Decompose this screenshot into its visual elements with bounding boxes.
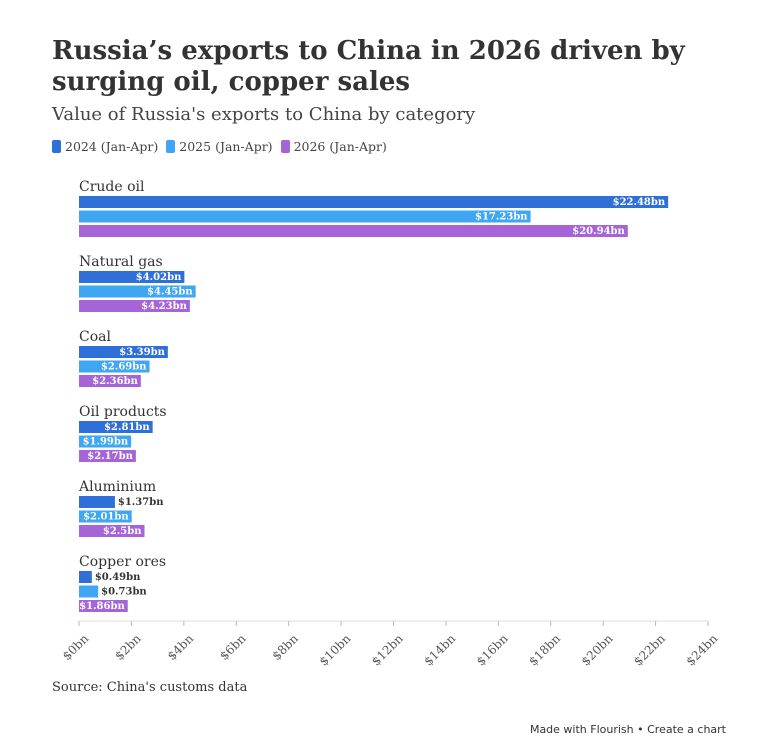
- bar: [79, 271, 185, 283]
- bar: [79, 375, 141, 387]
- x-tick-label: $4bn: [165, 631, 197, 663]
- x-tick-label: $6bn: [217, 631, 249, 663]
- source: Source: China's customs data: [52, 680, 248, 695]
- value-label: $2.69bn: [101, 362, 147, 373]
- value-label: $4.45bn: [147, 287, 193, 298]
- legend-label: 2024 (Jan-Apr): [65, 139, 159, 154]
- x-tick-label: $10bn: [316, 631, 353, 668]
- bar: [79, 346, 168, 358]
- value-label: $2.01bn: [83, 512, 129, 523]
- value-label: $2.81bn: [104, 422, 150, 433]
- bar: [79, 510, 132, 523]
- legend: 2024 (Jan-Apr) 2025 (Jan-Apr) 2026 (Jan-Ap…: [52, 139, 387, 154]
- x-tick-label: $14bn: [421, 631, 458, 668]
- legend-swatch: [52, 140, 61, 153]
- x-tick-label: $22bn: [631, 631, 668, 668]
- bar: [79, 585, 99, 598]
- legend-label: 2025 (Jan-Apr): [179, 139, 273, 154]
- x-tick-label: $8bn: [269, 631, 301, 663]
- x-tick-label: $0bn: [60, 631, 92, 663]
- bar: [79, 225, 628, 237]
- bar: [79, 421, 153, 433]
- bar: [79, 450, 136, 462]
- value-label: $2.17bn: [87, 451, 133, 462]
- x-tick-label: $20bn: [579, 631, 616, 668]
- value-label: $20.94bn: [572, 226, 625, 237]
- legend-swatch: [280, 140, 290, 153]
- value-label: $4.23bn: [141, 301, 187, 312]
- bar: [79, 525, 145, 537]
- value-label: $1.37bn: [118, 497, 164, 508]
- category-label: Crude oil: [79, 179, 145, 195]
- bar: [79, 210, 531, 223]
- chart-subtitle: Value of Russia's exports to China by ca…: [52, 104, 476, 125]
- footer[interactable]: Made with Flourish • Create a chart: [529, 723, 726, 736]
- category-label: Coal: [79, 329, 111, 345]
- value-label: $1.99bn: [83, 437, 129, 448]
- bar: [79, 571, 92, 583]
- category-label: Natural gas: [79, 254, 163, 270]
- bar: [79, 600, 128, 612]
- x-tick-label: $16bn: [474, 631, 511, 668]
- x-tick-label: $24bn: [683, 631, 720, 668]
- chart: $0bn $2bn $4bn $6bn $8bn $10bn $12bn $14bn $16bn…: [60, 179, 721, 668]
- value-label: $2.5bn: [103, 526, 142, 537]
- value-label: $3.39bn: [119, 347, 165, 358]
- value-label: $1.86bn: [79, 601, 125, 612]
- legend-item[interactable]: 2026 (Jan-Apr): [280, 139, 387, 154]
- x-tick-label: $18bn: [526, 631, 563, 668]
- value-label: $4.02bn: [136, 272, 182, 283]
- category-label: Aluminium: [78, 479, 156, 495]
- category-label: Oil products: [79, 404, 167, 420]
- bar: [79, 496, 115, 508]
- bar: [79, 435, 132, 448]
- legend-swatch: [166, 140, 176, 153]
- chart-title: Russia’s exports to China in 2026 driven…: [52, 36, 685, 97]
- legend-item[interactable]: 2025 (Jan-Apr): [166, 139, 273, 154]
- legend-label: 2026 (Jan-Apr): [293, 139, 387, 154]
- value-label: $0.49bn: [95, 572, 141, 583]
- x-tick-label: $2bn: [112, 631, 144, 663]
- legend-item[interactable]: 2024 (Jan-Apr): [52, 139, 158, 154]
- bar: [79, 300, 190, 312]
- bar: [79, 196, 669, 208]
- category-label: Copper ores: [79, 554, 166, 570]
- x-tick-label: $12bn: [369, 631, 406, 668]
- value-label: $0.73bn: [101, 587, 147, 598]
- bar: [79, 360, 150, 373]
- bar: [79, 285, 196, 298]
- value-label: $17.23bn: [475, 212, 528, 223]
- value-label: $22.48bn: [613, 197, 666, 208]
- value-label: $2.36bn: [92, 376, 138, 387]
